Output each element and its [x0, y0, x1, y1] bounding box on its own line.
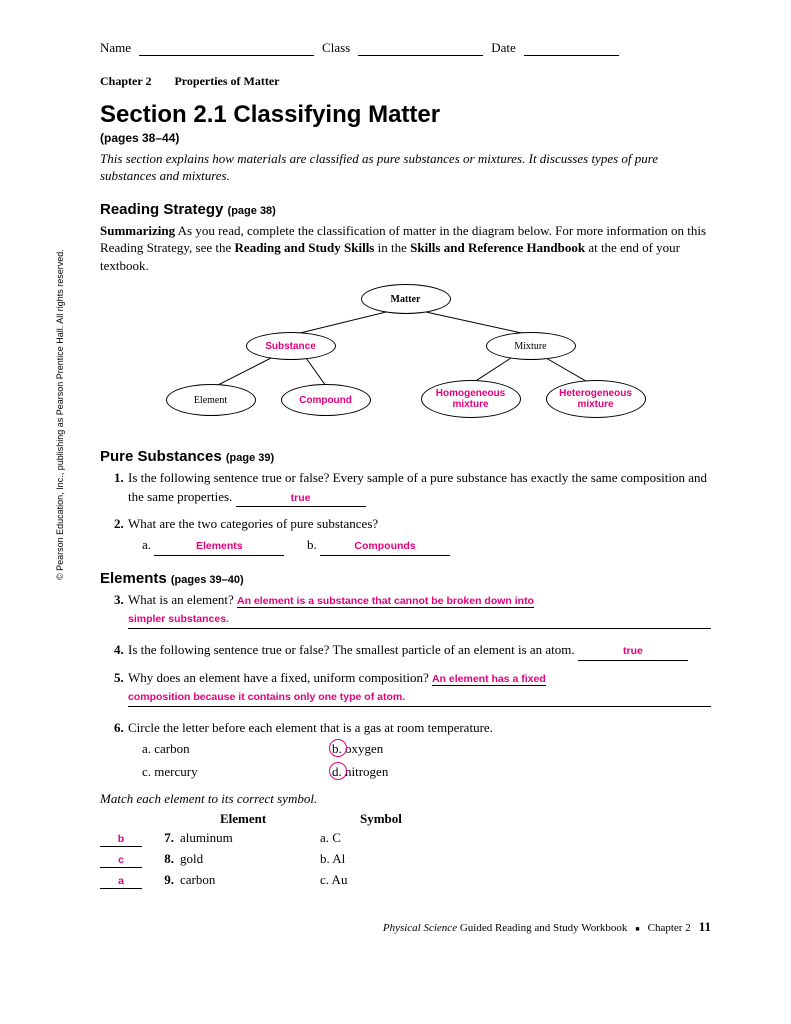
match-row: a9.carbonc. Au — [100, 872, 711, 889]
q3-answer-line1[interactable]: An element is a substance that cannot be… — [237, 595, 534, 608]
date-blank[interactable] — [524, 40, 619, 56]
diagram-node: Homogeneous mixture — [421, 380, 521, 418]
q2a-answer[interactable]: Elements — [154, 539, 284, 556]
q5-answer-line2[interactable]: composition because it contains only one… — [128, 689, 711, 707]
date-label: Date — [491, 40, 516, 56]
match-answer[interactable]: c — [100, 854, 142, 868]
reading-strategy-heading: Reading Strategy (page 38) — [100, 201, 711, 218]
class-blank[interactable] — [358, 40, 483, 56]
pure-substances-heading: Pure Substances (page 39) — [100, 448, 711, 465]
question-3: 3.What is an element? An element is a su… — [114, 591, 711, 629]
diagram-node: Matter — [361, 284, 451, 314]
name-label: Name — [100, 40, 131, 56]
choice-option[interactable]: c. mercury — [142, 763, 332, 781]
q2b-answer[interactable]: Compounds — [320, 539, 450, 556]
diagram-node: Substance — [246, 332, 336, 360]
diagram-node: Element — [166, 384, 256, 416]
choice-option[interactable]: b. oxygen — [332, 740, 522, 758]
q1-answer[interactable]: true — [236, 491, 366, 508]
diagram-node: Mixture — [486, 332, 576, 360]
chapter-title: Properties of Matter — [174, 74, 279, 88]
chapter-line: Chapter 2 Properties of Matter — [100, 74, 711, 89]
section-intro: This section explains how materials are … — [100, 151, 711, 185]
match-header: ElementSymbol — [100, 811, 711, 827]
section-title: Section 2.1 Classifying Matter — [100, 101, 711, 129]
q5-answer-line1[interactable]: An element has a fixed — [432, 673, 546, 686]
header-fields: Name Class Date — [100, 40, 711, 56]
question-2: 2.What are the two categories of pure su… — [114, 515, 711, 556]
elements-heading: Elements (pages 39–40) — [100, 570, 711, 587]
match-answer[interactable]: a — [100, 875, 142, 889]
section-pages: (pages 38–44) — [100, 131, 711, 145]
diagram-node: Heterogeneous mixture — [546, 380, 646, 418]
q3-answer-line2[interactable]: simpler substances. — [128, 611, 711, 629]
name-blank[interactable] — [139, 40, 314, 56]
q4-answer[interactable]: true — [578, 644, 688, 661]
choice-option[interactable]: a. carbon — [142, 740, 332, 758]
question-5: 5.Why does an element have a fixed, unif… — [114, 669, 711, 707]
page-footer: Physical Science Guided Reading and Stud… — [100, 919, 711, 935]
diagram-node: Compound — [281, 384, 371, 416]
classification-diagram: Matter Substance Mixture Element Compound Hom… — [146, 284, 666, 434]
question-4: 4.Is the following sentence true or fals… — [114, 641, 711, 661]
choice-option[interactable]: d. nitrogen — [332, 763, 522, 781]
copyright-notice: © Pearson Education, Inc., publishing as… — [55, 249, 65, 580]
class-label: Class — [322, 40, 350, 56]
match-answer[interactable]: b — [100, 833, 142, 847]
question-6: 6.Circle the letter before each element … — [114, 719, 711, 781]
chapter-number: Chapter 2 — [100, 74, 151, 88]
reading-strategy-text: Summarizing As you read, complete the cl… — [100, 222, 711, 275]
question-1: 1.Is the following sentence true or fals… — [114, 469, 711, 507]
match-instructions: Match each element to its correct symbol… — [100, 791, 711, 807]
match-row: c8.goldb. Al — [100, 851, 711, 868]
match-row: b7.aluminuma. C — [100, 830, 711, 847]
